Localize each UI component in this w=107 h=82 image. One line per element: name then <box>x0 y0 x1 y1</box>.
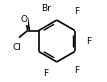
Text: F: F <box>43 69 48 78</box>
Text: O: O <box>20 15 27 24</box>
Text: F: F <box>74 66 80 75</box>
Text: Br: Br <box>42 4 51 13</box>
Text: F: F <box>74 7 80 16</box>
Text: F: F <box>86 36 91 46</box>
Text: Cl: Cl <box>13 43 21 52</box>
